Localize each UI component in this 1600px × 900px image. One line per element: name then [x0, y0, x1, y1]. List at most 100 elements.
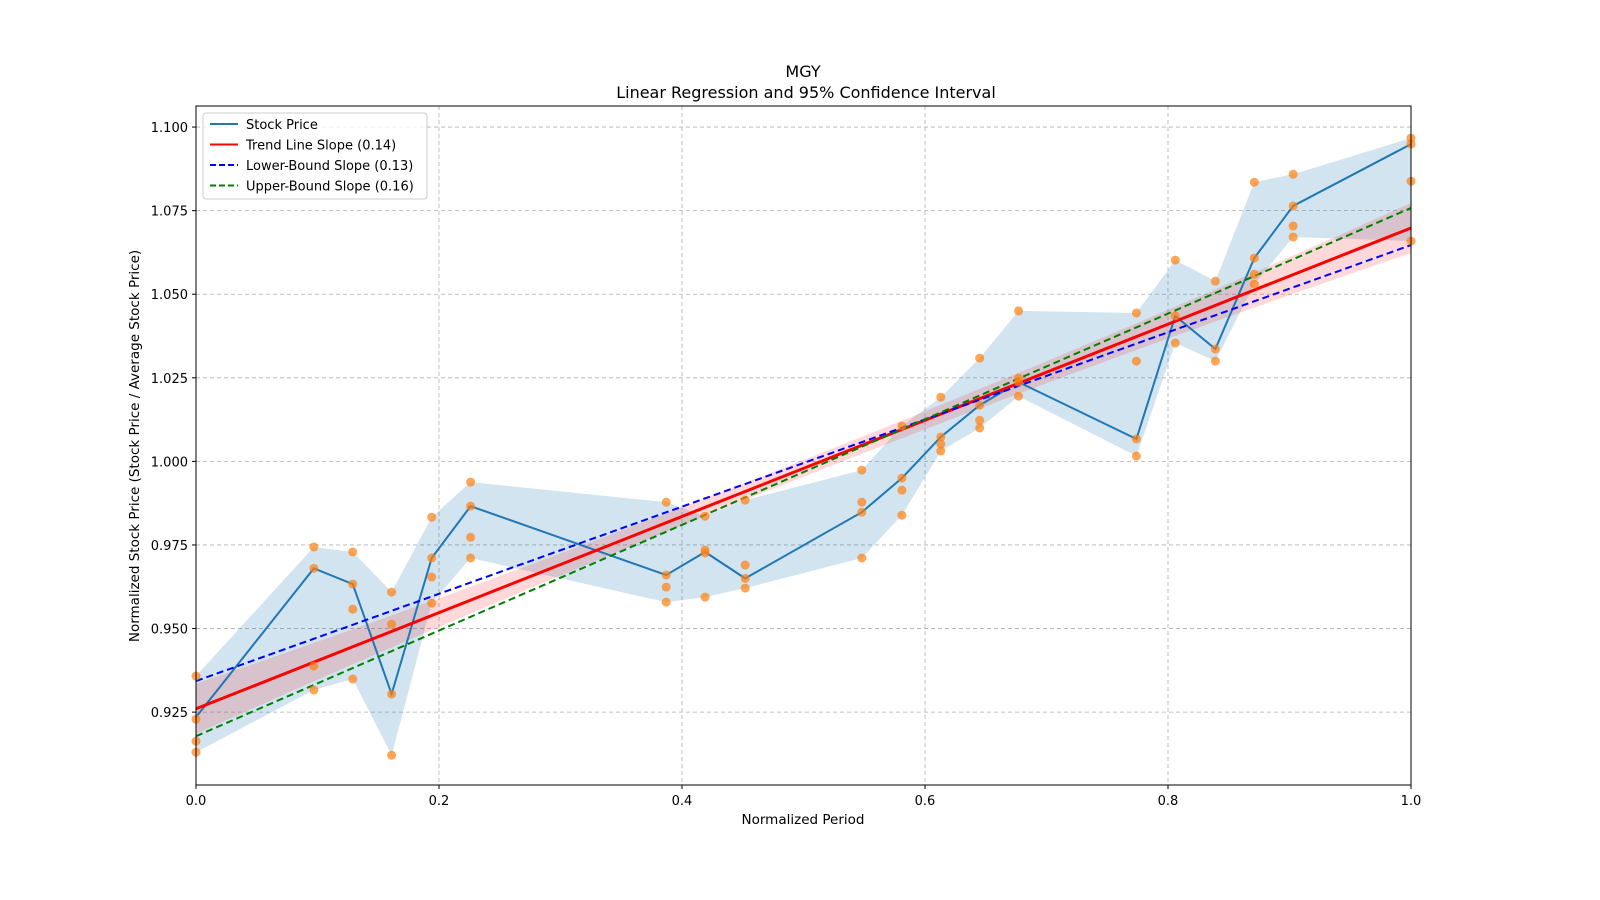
x-tick-label: 0.6 [915, 794, 936, 809]
scatter-point [975, 400, 985, 410]
scatter-point [975, 415, 985, 425]
scatter-point [975, 353, 985, 363]
scatter-point [387, 619, 397, 629]
scatter-point [936, 439, 946, 449]
scatter-point [857, 497, 867, 507]
scatter-point [1170, 338, 1180, 348]
scatter-point [1014, 391, 1024, 401]
y-tick-label: 0.975 [151, 539, 188, 554]
x-tick-label: 0.4 [672, 794, 693, 809]
scatter-point [309, 563, 319, 573]
scatter-point [1170, 311, 1180, 321]
confidence-bands [196, 138, 1411, 756]
scatter-point [897, 510, 907, 520]
legend: Stock Price Trend Line Slope (0.14) Lower-… [202, 112, 428, 200]
legend-box [202, 112, 428, 200]
scatter-point [466, 477, 476, 487]
scatter-point [387, 750, 397, 760]
scatter-point [700, 592, 710, 602]
series-lines [195, 143, 1412, 738]
scatter-point [1014, 377, 1024, 387]
scatter-point [1288, 201, 1298, 211]
y-tick-label: 1.075 [151, 205, 188, 220]
legend-label: Trend Line Slope (0.14) [245, 139, 396, 154]
scatter-point [1288, 169, 1298, 179]
y-tick-label: 1.050 [151, 288, 188, 303]
scatter-point [661, 497, 671, 507]
chart-subtitle: Linear Regression and 95% Confidence Int… [616, 83, 996, 102]
y-tick-label: 1.100 [151, 121, 188, 136]
scatter-point [661, 570, 671, 580]
scatter-point [309, 661, 319, 671]
scatter-point [309, 542, 319, 552]
axis-ticks: 0.0 0.2 0.4 0.6 0.8 1.0 0.925 0.950 0.975 1.000 1.… [151, 121, 1422, 809]
plot-frame [195, 105, 1412, 786]
scatter-point [740, 573, 750, 583]
scatter-point [897, 485, 907, 495]
scatter-point [1131, 434, 1141, 444]
scatter-point [466, 553, 476, 563]
scatter-point [740, 560, 750, 570]
y-tick-label: 0.950 [151, 623, 188, 638]
stock-price-line [195, 143, 1412, 718]
y-tick-label: 1.000 [151, 455, 188, 470]
scatter-point [897, 473, 907, 483]
lower-bound-line [195, 244, 1412, 682]
x-tick-label: 0.0 [186, 794, 207, 809]
legend-label: Stock Price [246, 118, 318, 133]
scatter-point [1249, 177, 1259, 187]
scatter-point [936, 392, 946, 402]
scatter-point [1210, 276, 1220, 286]
scatter-point [700, 548, 710, 558]
x-tick-label: 0.2 [429, 794, 450, 809]
scatter-points [191, 133, 1416, 760]
y-axis-label: Normalized Stock Price (Stock Price / Av… [127, 250, 143, 642]
y-tick-label: 0.925 [151, 706, 188, 721]
scatter-point [857, 507, 867, 517]
scatter-point [1131, 451, 1141, 461]
scatter-point [700, 511, 710, 521]
scatter-point [309, 685, 319, 695]
scatter-point [1288, 221, 1298, 231]
scatter-point [1210, 356, 1220, 366]
scatter-point [1014, 306, 1024, 316]
scatter-point [1249, 269, 1259, 279]
x-tick-label: 0.8 [1158, 794, 1179, 809]
y-tick-label: 1.025 [151, 372, 188, 387]
scatter-point [936, 446, 946, 456]
x-axis-label: Normalized Period [742, 812, 865, 828]
scatter-point [427, 512, 437, 522]
scatter-point [857, 465, 867, 475]
scatter-point [466, 532, 476, 542]
scatter-point [387, 587, 397, 597]
scatter-point [348, 674, 358, 684]
scatter-point [427, 553, 437, 563]
scatter-point [857, 553, 867, 563]
scatter-point [661, 597, 671, 607]
scatter-point [1288, 232, 1298, 242]
scatter-point [975, 423, 985, 433]
scatter-point [1210, 344, 1220, 354]
trend-line [195, 226, 1412, 711]
scatter-point [1170, 255, 1180, 265]
scatter-point [427, 572, 437, 582]
scatter-point [936, 432, 946, 442]
scatter-point [348, 579, 358, 589]
scatter-point [1131, 356, 1141, 366]
scatter-point [348, 604, 358, 614]
x-tick-label: 1.0 [1401, 794, 1422, 809]
scatter-point [466, 501, 476, 511]
scatter-point [740, 495, 750, 505]
scatter-point [897, 421, 907, 431]
legend-label: Lower-Bound Slope (0.13) [246, 159, 413, 174]
upper-bound-line [195, 207, 1412, 738]
scatter-point [740, 583, 750, 593]
scatter-point [427, 598, 437, 608]
scatter-point [1131, 308, 1141, 318]
stock-price-band [196, 138, 1411, 756]
scatter-point [1249, 253, 1259, 263]
chart-title: MGY [785, 62, 820, 81]
legend-label: Upper-Bound Slope (0.16) [246, 180, 414, 195]
scatter-point [348, 547, 358, 557]
